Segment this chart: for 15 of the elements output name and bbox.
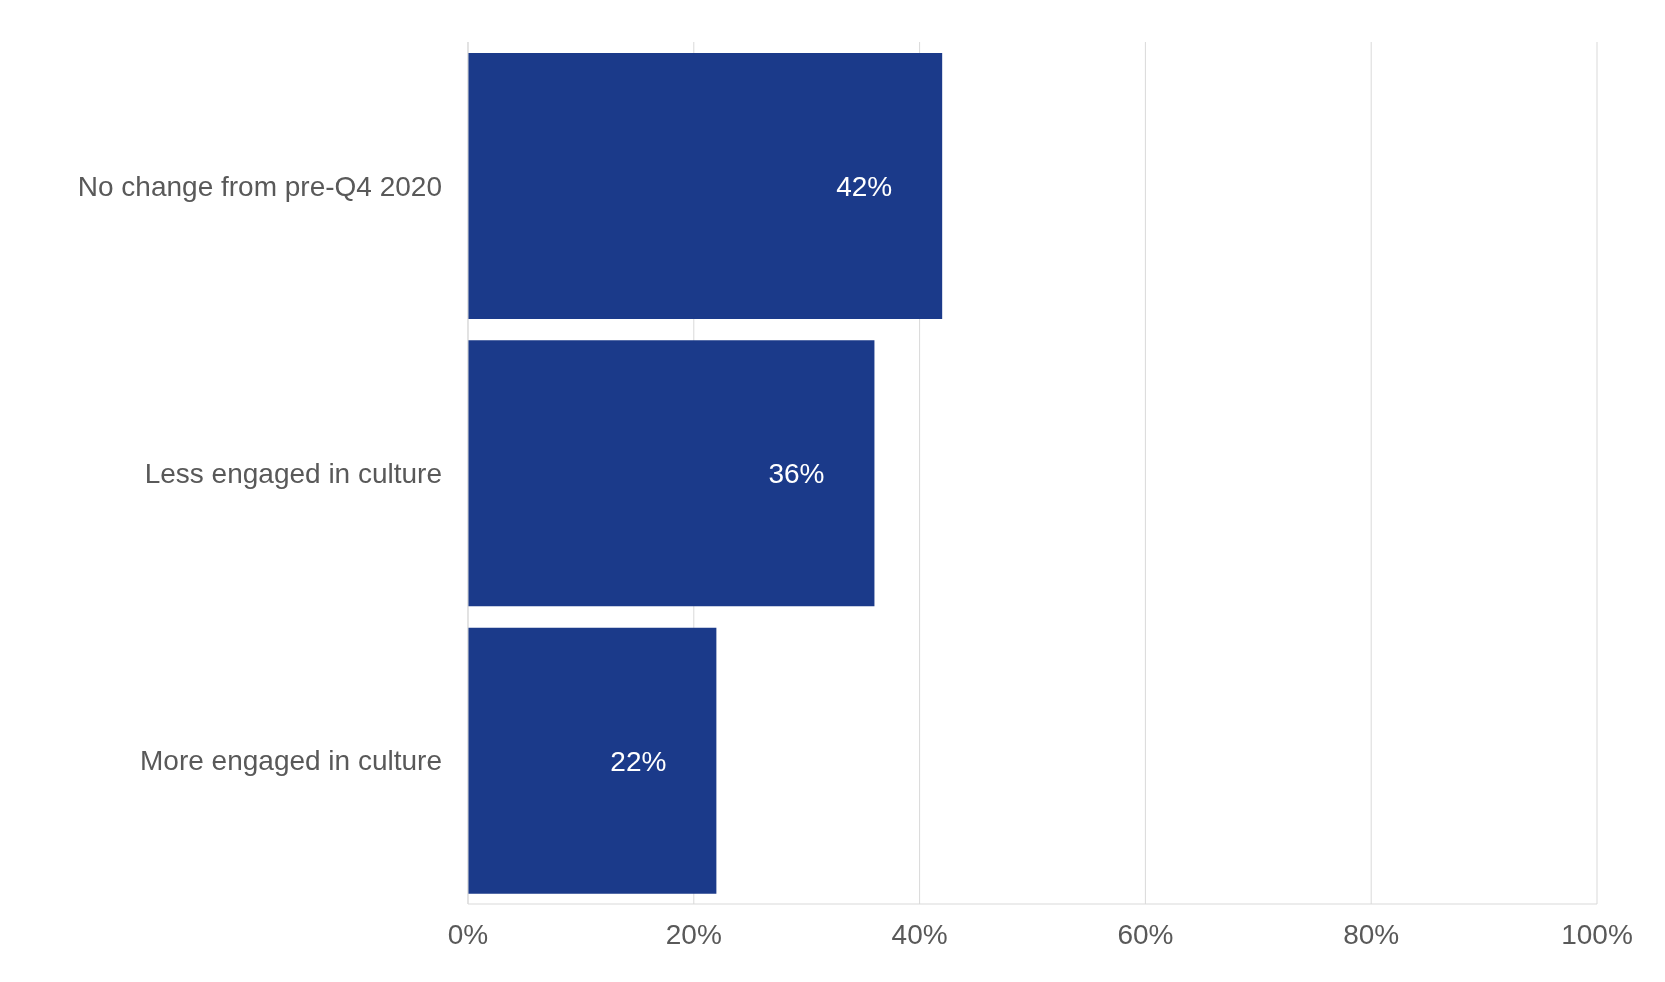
- data-label: 42%: [836, 170, 893, 202]
- x-tick-label: 40%: [891, 918, 948, 950]
- data-label: 36%: [768, 458, 825, 490]
- bar: [468, 53, 943, 319]
- y-tick-label: Less engaged in culture: [144, 457, 442, 489]
- x-tick-label: 0%: [447, 918, 489, 950]
- x-tick-label: 100%: [1561, 918, 1633, 950]
- x-tick-label: 80%: [1343, 918, 1400, 950]
- y-tick-label: More engaged in culture: [140, 745, 442, 777]
- x-tick-label: 60%: [1117, 918, 1174, 950]
- bar: [468, 340, 875, 607]
- bar: [468, 627, 717, 894]
- data-label: 22%: [610, 745, 667, 777]
- x-tick-label: 20%: [665, 918, 722, 950]
- y-tick-label: No change from pre-Q4 2020: [77, 170, 442, 202]
